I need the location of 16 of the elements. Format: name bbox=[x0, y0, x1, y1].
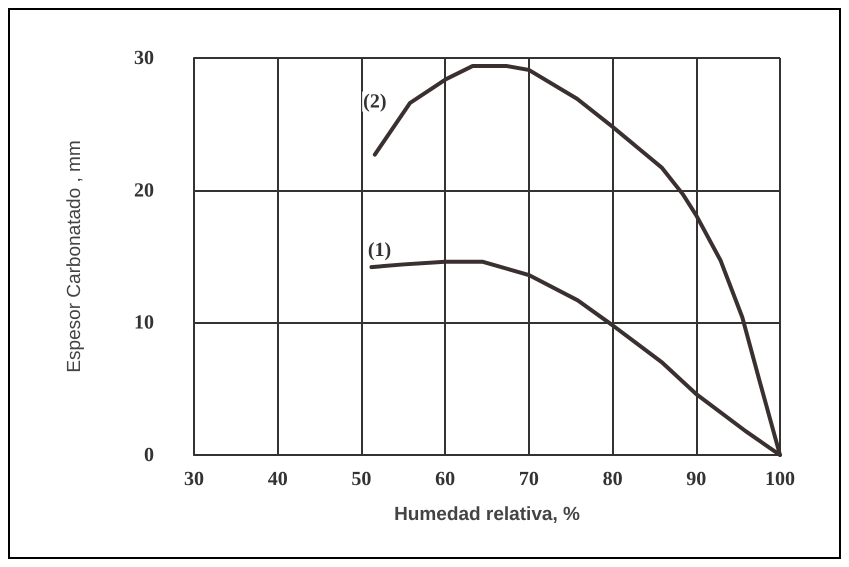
x-tick-label: 90 bbox=[686, 468, 706, 490]
series-label: (1) bbox=[368, 239, 392, 262]
y-tick-label: 10 bbox=[134, 312, 154, 334]
x-tick-label: 70 bbox=[518, 468, 539, 490]
x-axis-title: Humedad relativa, % bbox=[394, 504, 580, 525]
x-tick-label: 30 bbox=[184, 468, 204, 490]
y-tick-label: 30 bbox=[134, 47, 154, 69]
y-tick-label: 20 bbox=[134, 179, 154, 202]
y-tick-label: 0 bbox=[144, 444, 154, 466]
x-tick-label: 60 bbox=[435, 468, 456, 490]
x-tick-label: 40 bbox=[268, 468, 288, 490]
series-label: (2) bbox=[363, 90, 386, 113]
y-axis-title: Espesor Carbonatado , mm bbox=[64, 140, 85, 373]
x-tick-label: 50 bbox=[351, 468, 372, 490]
x-tick-label: 100 bbox=[765, 468, 795, 490]
x-tick-label: 80 bbox=[602, 468, 623, 490]
